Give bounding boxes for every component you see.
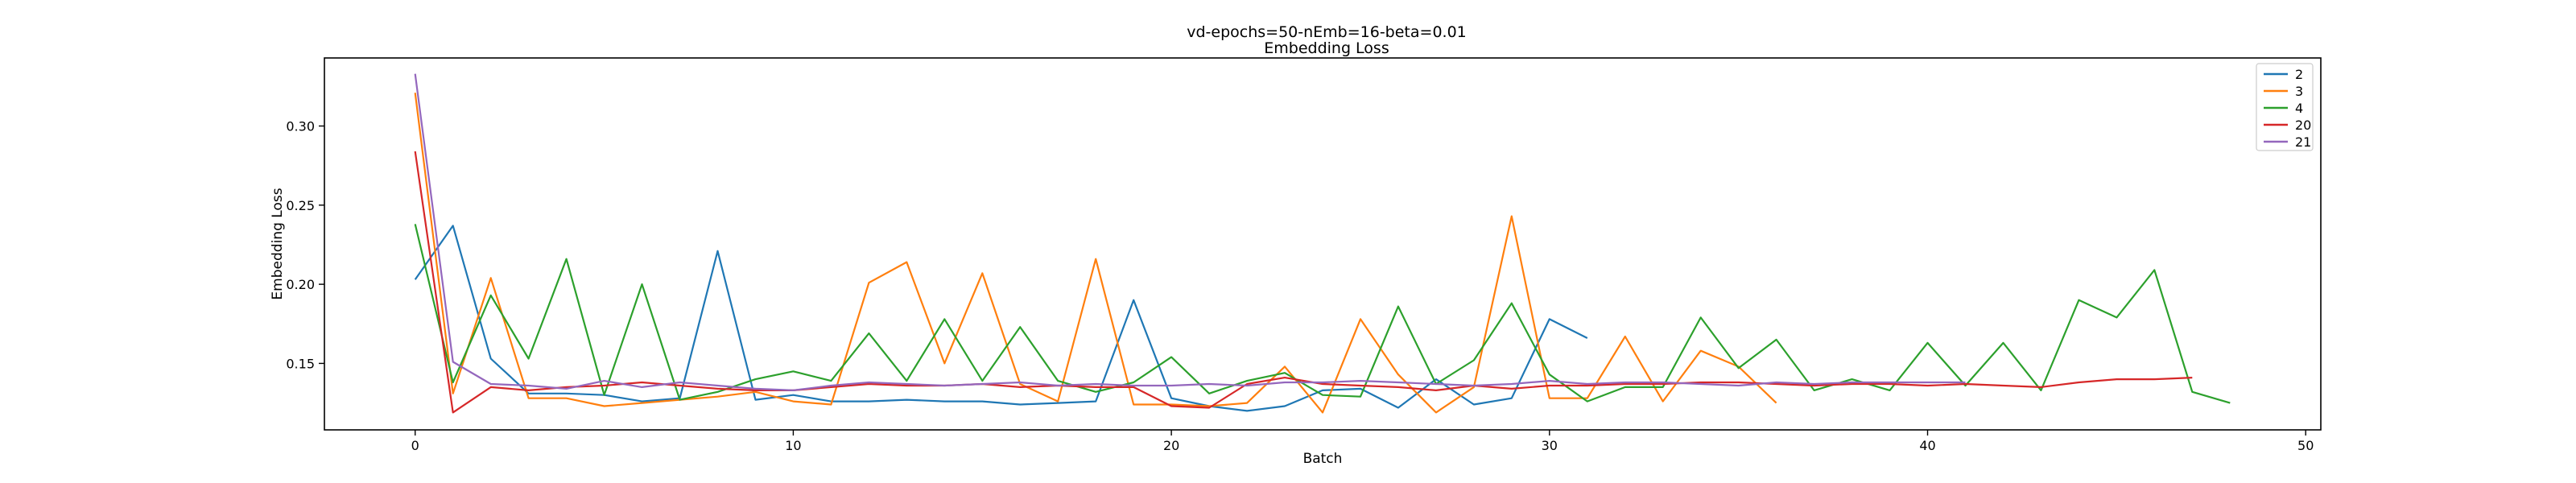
series-line-3	[414, 93, 1777, 414]
x-tick-label: 30	[1542, 438, 1558, 453]
legend-label-21: 21	[2295, 134, 2311, 150]
series-lines	[414, 73, 2231, 414]
y-tick-label: 0.20	[286, 277, 315, 292]
legend-label-4: 4	[2295, 101, 2303, 116]
y-tick-label: 0.30	[286, 119, 315, 134]
y-axis: 0.15 0.20 0.25 0.30	[286, 119, 324, 371]
legend-label-2: 2	[2295, 67, 2303, 82]
y-tick-label: 0.15	[286, 356, 315, 371]
plot-frame	[324, 57, 2322, 431]
legend-label-3: 3	[2295, 84, 2303, 99]
x-axis-label: Batch	[1303, 451, 1343, 467]
x-tick-label: 50	[2297, 438, 2314, 453]
series-line-4	[414, 224, 2231, 404]
y-axis-label: Embedding Loss	[270, 188, 286, 299]
y-tick-label: 0.25	[286, 198, 315, 213]
x-tick-label: 20	[1163, 438, 1179, 453]
x-tick-label: 10	[785, 438, 801, 453]
series-line-20	[414, 151, 2193, 414]
legend-label-20: 20	[2295, 118, 2311, 133]
chart-title: vd-epochs=50-nEmb=16-beta=0.01	[1187, 23, 1467, 41]
chart-subtitle: Embedding Loss	[1264, 39, 1389, 57]
x-tick-label: 40	[1919, 438, 1935, 453]
series-line-21	[414, 73, 1966, 391]
series-line-2	[414, 225, 1588, 412]
x-axis: 0 10 20 30 40 50	[411, 430, 2314, 453]
x-tick-label: 0	[411, 438, 419, 453]
